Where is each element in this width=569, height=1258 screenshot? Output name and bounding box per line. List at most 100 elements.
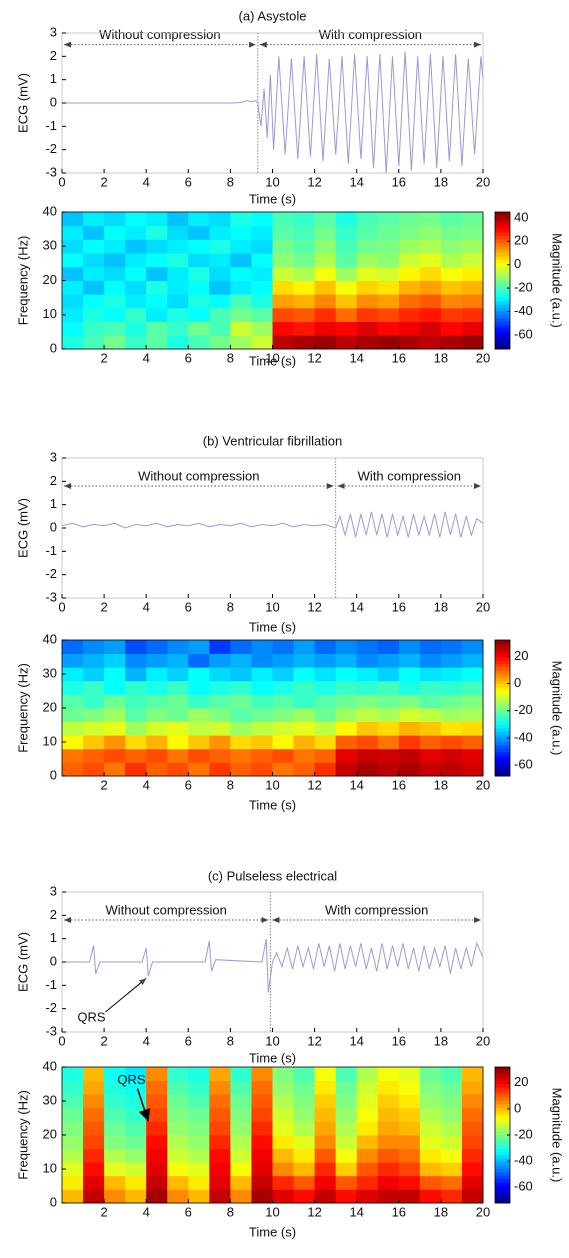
colorbar-step xyxy=(495,640,510,644)
heatmap-cell xyxy=(377,721,400,736)
heatmap-cell xyxy=(356,225,379,240)
heatmap-cell xyxy=(377,212,400,227)
colorbar-step xyxy=(495,691,510,695)
heatmap-cell xyxy=(272,1107,294,1122)
heatmap-cell xyxy=(356,1162,379,1177)
heatmap-cell xyxy=(230,1121,252,1136)
heatmap-cell xyxy=(62,640,84,654)
heatmap-cell xyxy=(251,294,273,309)
heatmap-cell xyxy=(251,266,273,281)
heatmap-cell xyxy=(83,1094,105,1109)
colorbar-step xyxy=(495,1141,510,1146)
heatmap-cell xyxy=(230,1175,252,1190)
x-tick-label: 20 xyxy=(476,174,490,189)
heatmap-cell xyxy=(419,653,442,668)
heatmap-cell xyxy=(62,1135,84,1149)
heatmap-cell xyxy=(146,1189,168,1204)
colorbar-step xyxy=(495,229,510,234)
heatmap-cell xyxy=(230,225,252,240)
heatmap-cell xyxy=(356,1067,379,1081)
colorbar-step xyxy=(495,643,510,648)
heatmap-cell xyxy=(293,212,315,227)
heatmap-cell xyxy=(125,694,147,709)
x-tick-label: 0 xyxy=(58,599,65,614)
heatmap-cell xyxy=(314,239,337,254)
heatmap-cell xyxy=(272,721,294,736)
heatmap-cell xyxy=(230,708,252,722)
heatmap-cell xyxy=(398,640,421,654)
heatmap-cell xyxy=(188,708,210,722)
y-tick-label: 1 xyxy=(50,496,57,511)
heatmap-cell xyxy=(314,294,337,309)
heatmap-cell xyxy=(293,1162,315,1177)
heatmap-cell xyxy=(314,1080,337,1095)
heatmap-cell xyxy=(230,694,252,709)
heatmap-cell xyxy=(293,1135,315,1149)
heatmap-cell xyxy=(377,762,400,777)
heatmap-cell xyxy=(272,1121,294,1136)
colorbar-step xyxy=(495,755,510,760)
x-tick-label: 20 xyxy=(476,1033,490,1048)
heatmap-cell xyxy=(440,307,463,322)
heatmap-cell xyxy=(314,667,337,682)
heatmap-cell xyxy=(377,225,400,240)
heatmap-cell xyxy=(335,694,358,709)
heatmap-cell xyxy=(188,1067,210,1081)
heatmap-cell xyxy=(461,294,484,309)
heatmap-cell xyxy=(335,225,358,240)
heatmap-cell xyxy=(230,1067,252,1081)
heatmap-cell xyxy=(83,694,105,709)
heatmap-cell xyxy=(440,225,463,240)
heatmap-cell xyxy=(146,708,168,722)
heatmap-cell xyxy=(230,1189,252,1204)
colorbar-step xyxy=(495,225,510,230)
y-tick-label: -3 xyxy=(45,164,57,179)
heatmap-cell xyxy=(440,1067,463,1081)
heatmap-cell xyxy=(461,667,484,682)
x-tick-label: 2 xyxy=(100,350,107,365)
heatmap-cell xyxy=(398,694,421,709)
heatmap-cell xyxy=(398,1175,421,1190)
colorbar-tick-label: 0 xyxy=(514,675,521,690)
heatmap-cell xyxy=(293,640,315,654)
heatmap-cell xyxy=(377,667,400,682)
heatmap-cell xyxy=(83,212,105,227)
heatmap-cell xyxy=(314,253,337,268)
colorbar-step xyxy=(495,1087,510,1092)
heatmap-cell xyxy=(146,307,168,322)
heatmap-cell xyxy=(377,239,400,254)
heatmap-cell xyxy=(62,708,84,722)
heatmap-cell xyxy=(440,239,463,254)
y-tick-label: 0 xyxy=(50,1194,57,1209)
x-axis-label: Time (s) xyxy=(249,619,296,634)
colorbar-step xyxy=(495,701,510,706)
heatmap-cell xyxy=(419,1162,442,1177)
heatmap-cell xyxy=(461,694,484,709)
heatmap-cell xyxy=(251,239,273,254)
colorbar-step xyxy=(495,1084,510,1088)
x-tick-label: 4 xyxy=(143,777,150,792)
heatmap-cell xyxy=(125,280,147,295)
heatmap-cell xyxy=(293,294,315,309)
colorbar-step xyxy=(495,718,510,723)
heatmap-cell xyxy=(188,667,210,682)
heatmap-cell xyxy=(377,708,400,722)
heatmap-cell xyxy=(398,1189,421,1204)
pointer-label: QRS xyxy=(77,1009,106,1024)
heatmap-cell xyxy=(251,212,273,227)
annotation-label: With compression xyxy=(358,468,461,483)
x-tick-label: 14 xyxy=(349,777,363,792)
pointer-arrow xyxy=(105,977,147,1013)
colorbar-step xyxy=(495,345,510,350)
heatmap-cell xyxy=(440,708,463,722)
heatmap-cell xyxy=(230,680,252,695)
heatmap-cell xyxy=(188,1148,210,1163)
x-tick-label: 16 xyxy=(392,599,406,614)
heatmap-cell xyxy=(188,1189,210,1204)
heatmap-cell xyxy=(167,640,189,654)
heatmap-cell xyxy=(314,721,337,736)
heatmap-cell xyxy=(377,1148,400,1163)
heatmap-cell xyxy=(251,1175,273,1190)
heatmap-cell xyxy=(188,307,210,322)
heatmap-cell xyxy=(209,1135,231,1149)
